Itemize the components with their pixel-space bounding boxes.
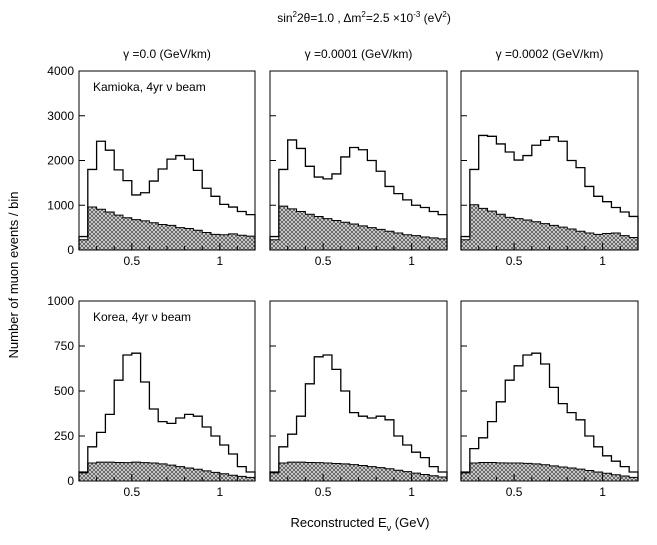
xtick-label-r0-p0-0: 0.5 bbox=[123, 254, 140, 268]
ytick-label-r1-0: 0 bbox=[67, 474, 74, 488]
background-histogram-r1-p0 bbox=[78, 461, 256, 482]
figure-title: sin22θ=1.0 , Δm2=2.5 ×10-3 (eV2) bbox=[277, 10, 451, 25]
xtick-label-r0-p2-1: 1 bbox=[599, 254, 606, 268]
signal-histogram-r0-p2 bbox=[460, 134, 639, 250]
xtick-label-r0-p2-0: 0.5 bbox=[506, 254, 523, 268]
signal-histogram-r1-p0 bbox=[78, 352, 256, 481]
row-label-1: Korea, 4yr ν beam bbox=[93, 310, 191, 324]
ytick-label-r0-4: 4000 bbox=[47, 64, 74, 78]
background-histogram-r1-p1 bbox=[269, 461, 448, 482]
xtick-label-r1-p2-1: 1 bbox=[599, 485, 606, 499]
column-title-2: γ =0.0002 (GeV/km) bbox=[496, 47, 604, 61]
panel-frame-r1-p2 bbox=[460, 300, 639, 482]
ytick-label-r1-3: 750 bbox=[54, 339, 74, 353]
y-axis-label: Number of muon events / bin bbox=[6, 192, 21, 359]
ytick-label-r0-0: 0 bbox=[67, 243, 74, 257]
xtick-label-r0-p0-1: 1 bbox=[216, 254, 223, 268]
panels-group: γ =0.0 (GeV/km) γ =0.0001 (GeV/km) γ =0.00… bbox=[47, 47, 639, 499]
signal-histogram-r1-p1 bbox=[269, 354, 448, 481]
ytick-label-r0-2: 2000 bbox=[47, 154, 74, 168]
xtick-label-r1-p1-0: 0.5 bbox=[315, 485, 332, 499]
background-histogram-r0-p2 bbox=[460, 204, 639, 251]
background-histogram-r0-p0 bbox=[78, 206, 256, 251]
xtick-label-r0-p1-0: 0.5 bbox=[315, 254, 332, 268]
background-histogram-r1-p2 bbox=[460, 461, 639, 482]
xtick-label-r0-p1-1: 1 bbox=[408, 254, 415, 268]
ytick-label-r0-3: 3000 bbox=[47, 109, 74, 123]
xtick-label-r1-p1-1: 1 bbox=[408, 485, 415, 499]
x-axis-label: Reconstructed Eν (GeV) bbox=[291, 515, 430, 533]
xtick-label-r1-p0-1: 1 bbox=[216, 485, 223, 499]
xtick-label-r1-p0-0: 0.5 bbox=[123, 485, 140, 499]
signal-histogram-r0-p1 bbox=[269, 139, 448, 250]
row-label-0: Kamioka, 4yr ν beam bbox=[93, 80, 206, 94]
ytick-label-r0-1: 1000 bbox=[47, 198, 74, 212]
ytick-label-r1-2: 500 bbox=[54, 384, 74, 398]
column-title-0: γ =0.0 (GeV/km) bbox=[123, 47, 211, 61]
signal-histogram-r1-p2 bbox=[460, 352, 639, 481]
ytick-label-r1-1: 250 bbox=[54, 429, 74, 443]
background-histogram-r0-p1 bbox=[269, 205, 448, 251]
column-title-1: γ =0.0001 (GeV/km) bbox=[305, 47, 413, 61]
xtick-label-r1-p2-0: 0.5 bbox=[506, 485, 523, 499]
ytick-label-r1-4: 1000 bbox=[47, 294, 74, 308]
signal-histogram-r0-p0 bbox=[78, 140, 256, 250]
